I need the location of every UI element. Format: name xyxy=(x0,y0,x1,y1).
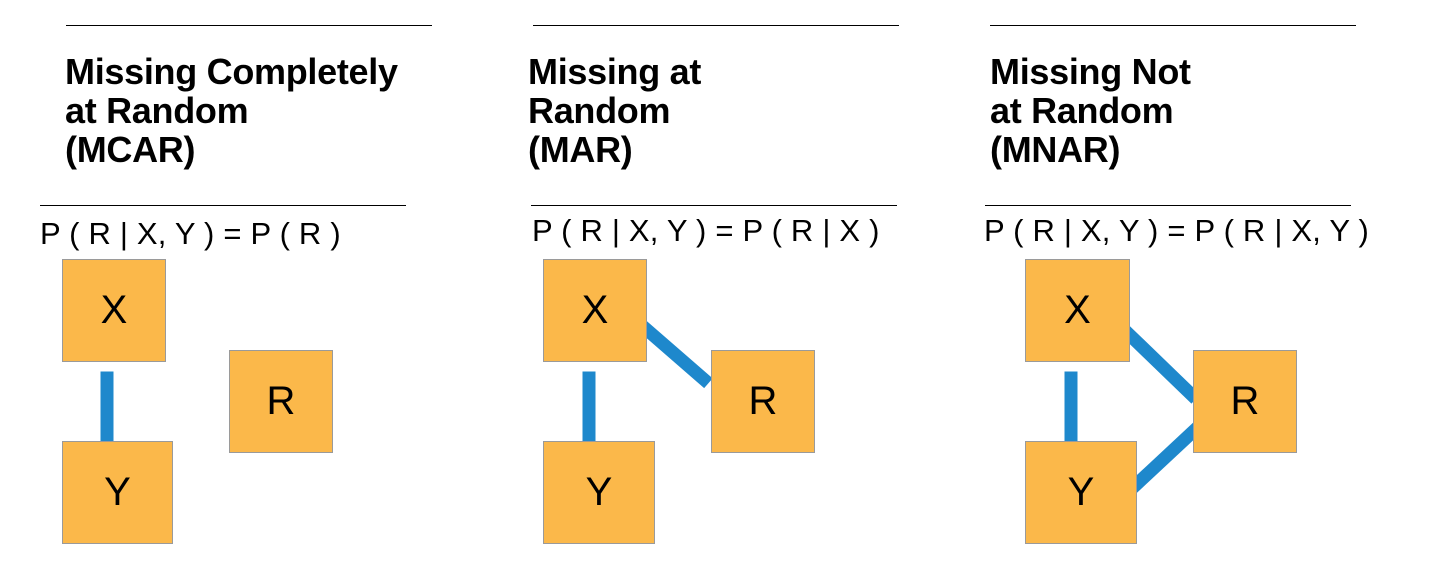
probability-formula: P ( R | X, Y ) = P ( R ) xyxy=(40,216,341,251)
formula-rule xyxy=(985,205,1351,206)
node-x: X xyxy=(62,259,166,362)
edge-y-r xyxy=(1127,422,1203,494)
title-line: at Random xyxy=(990,90,1174,131)
node-x: X xyxy=(1025,259,1130,362)
probability-formula: P ( R | X, Y ) = P ( R | X, Y ) xyxy=(984,213,1369,248)
node-y: Y xyxy=(1025,441,1137,544)
panel-title: Missing Not at Random (MNAR) xyxy=(990,52,1191,169)
top-rule xyxy=(66,25,432,26)
node-y: Y xyxy=(62,441,173,544)
formula-rule xyxy=(40,205,406,206)
title-line: (MAR) xyxy=(528,129,633,170)
title-line: Missing Completely xyxy=(65,51,398,92)
title-line: (MCAR) xyxy=(65,129,196,170)
node-x: X xyxy=(543,259,647,362)
formula-rule xyxy=(531,205,897,206)
probability-formula: P ( R | X, Y ) = P ( R | X ) xyxy=(532,213,880,248)
node-r: R xyxy=(229,350,333,453)
title-line: Missing at xyxy=(528,51,702,92)
node-y: Y xyxy=(543,441,655,544)
title-line: Random xyxy=(528,90,671,131)
edge-x-r xyxy=(1119,324,1201,404)
top-rule xyxy=(533,25,899,26)
top-rule xyxy=(990,25,1356,26)
panel-mcar: Missing Completely at Random (MCAR) P ( … xyxy=(0,0,480,562)
node-r: R xyxy=(1193,350,1297,453)
title-line: at Random xyxy=(65,90,249,131)
title-line: Missing Not xyxy=(990,51,1191,92)
panel-title: Missing Completely at Random (MCAR) xyxy=(65,52,398,169)
panel-mar: Missing at Random (MAR) P ( R | X, Y ) =… xyxy=(528,25,899,544)
panel-title: Missing at Random (MAR) xyxy=(528,52,701,169)
edge-x-y xyxy=(1064,371,1078,452)
node-r: R xyxy=(711,350,815,453)
title-line: (MNAR) xyxy=(990,129,1121,170)
